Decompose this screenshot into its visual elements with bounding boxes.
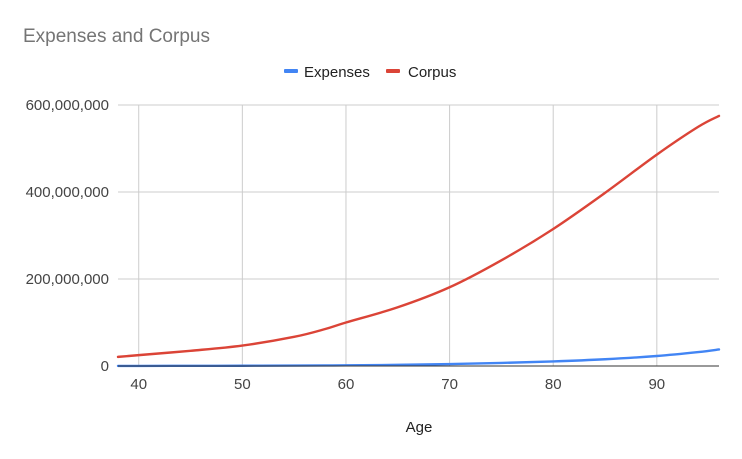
y-tick-label: 400,000,000 [26,184,109,201]
series-lines [116,114,721,368]
x-tick-label: 60 [338,376,355,393]
gridlines [118,104,719,366]
chart-title: Expenses and Corpus [23,26,210,47]
legend-label-corpus: Corpus [408,64,456,81]
x-axis-tick-labels: 40 50 60 70 80 90 [130,376,665,393]
x-tick-label: 90 [648,376,665,393]
y-axis-tick-labels: 0 200,000,000 400,000,000 600,000,000 [26,97,109,375]
x-tick-label: 80 [545,376,562,393]
legend-label-expenses: Expenses [304,64,370,81]
x-tick-label: 50 [234,376,251,393]
y-tick-label: 200,000,000 [26,271,109,288]
legend-swatch-corpus [386,69,400,73]
series-line-expenses[interactable] [116,348,721,368]
x-axis-title: Age [406,419,433,436]
y-tick-label: 0 [101,358,109,375]
y-tick-label: 600,000,000 [26,97,109,114]
x-tick-label: 40 [130,376,147,393]
legend-swatch-expenses [284,69,298,73]
legend-item-expenses[interactable]: Expenses [284,64,370,81]
legend-item-corpus[interactable]: Corpus [386,64,456,81]
legend: Expenses Corpus [284,64,456,81]
series-line-corpus[interactable] [116,114,721,359]
x-tick-label: 70 [441,376,458,393]
